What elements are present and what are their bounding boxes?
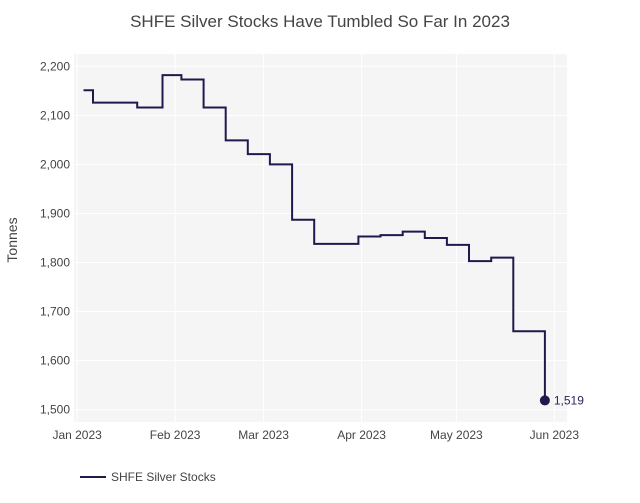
y-tick-label: 1,900 — [40, 206, 70, 220]
chart-title: SHFE Silver Stocks Have Tumbled So Far I… — [130, 12, 510, 31]
series-layer: 1,519 — [83, 74, 584, 407]
y-tick-label: 1,700 — [40, 305, 70, 319]
x-tick-label: May 2023 — [430, 428, 483, 442]
end-point-label: 1,519 — [554, 393, 584, 407]
y-tick-label: 2,100 — [40, 108, 70, 122]
series-line — [83, 74, 546, 401]
x-tick-label: Jan 2023 — [52, 428, 102, 442]
y-tick-label: 2,200 — [40, 59, 70, 73]
plot-area — [74, 54, 567, 422]
legend[interactable]: SHFE Silver Stocks — [80, 470, 216, 484]
x-tick-label: Feb 2023 — [150, 428, 201, 442]
legend-label: SHFE Silver Stocks — [111, 470, 216, 484]
gridlines — [74, 54, 567, 422]
y-tick-label: 1,500 — [40, 403, 70, 417]
axis-ticks: 1,500 1,600 1,700 1,800 1,900 2,000 2,100 2,200… — [40, 59, 579, 442]
x-tick-label: Apr 2023 — [337, 428, 386, 442]
y-tick-label: 1,600 — [40, 354, 70, 368]
end-point-marker — [539, 395, 550, 406]
x-tick-label: Jun 2023 — [530, 428, 580, 442]
y-tick-label: 2,000 — [40, 157, 70, 171]
y-axis-title: Tonnes — [4, 217, 20, 262]
x-tick-label: Mar 2023 — [238, 428, 289, 442]
y-tick-label: 1,800 — [40, 256, 70, 270]
